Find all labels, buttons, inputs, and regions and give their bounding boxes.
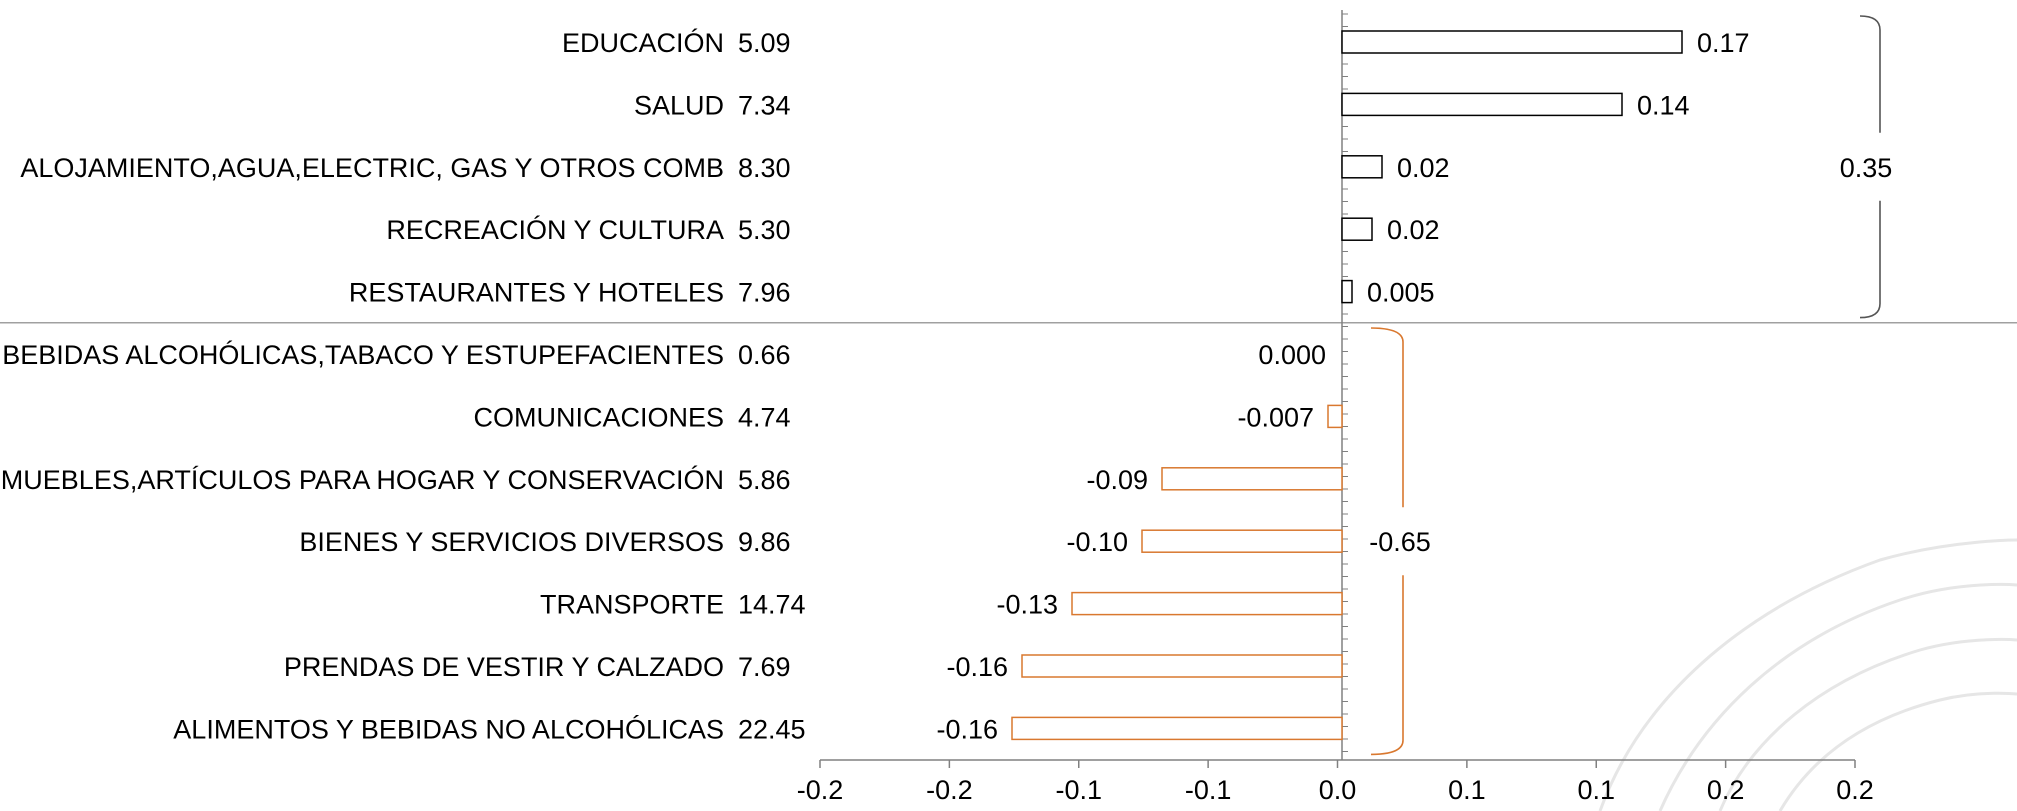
data-label: 0.14 [1637, 90, 1690, 120]
x-tick-label: 0.1 [1448, 775, 1486, 805]
category-weight: 22.45 [738, 714, 806, 744]
category-weight: 7.69 [738, 652, 791, 682]
data-label: -0.007 [1237, 402, 1314, 432]
category-weight: 9.86 [738, 527, 791, 557]
bar [1161, 467, 1343, 491]
data-label: 0.000 [1258, 340, 1326, 370]
data-label: -0.10 [1066, 527, 1128, 557]
bar [1071, 591, 1343, 616]
category-label: PRENDAS DE VESTIR Y CALZADO [284, 652, 724, 682]
watermark-stroke [1778, 691, 2017, 811]
category-label: RECREACIÓN Y CULTURA [386, 214, 724, 245]
category-weight: 0.66 [738, 340, 791, 370]
category-label: COMUNICACIONES [473, 402, 724, 432]
watermark-stroke [1718, 637, 2017, 811]
chart-labels: -0.2 -0.2 -0.1 -0.1 0.0 0.1 0.1 0.2 0.2 EDUCACIÓN… [1, 27, 1874, 805]
data-label: -0.16 [946, 652, 1008, 682]
category-label: SALUD [634, 90, 724, 120]
category-weight: 8.30 [738, 153, 791, 183]
data-label: -0.09 [1086, 465, 1148, 495]
chart-bars [1011, 30, 1683, 741]
group-total-label: -0.65 [1369, 527, 1431, 557]
category-label: ALIMENTOS Y BEBIDAS NO ALCOHÓLICAS [173, 713, 724, 744]
group-total-label: 0.35 [1840, 153, 1893, 183]
category-label: MUEBLES,ARTÍCULOS PARA HOGAR Y CONSERVAC… [1, 464, 724, 495]
x-tick-label: 0.2 [1836, 775, 1874, 805]
data-label: 0.02 [1387, 215, 1440, 245]
x-tick-label: 0.1 [1577, 775, 1615, 805]
bar [1011, 716, 1343, 741]
bar [1341, 92, 1623, 117]
x-tick-label: -0.2 [926, 775, 973, 805]
group-braces: 0.35 -0.65 [1369, 15, 1893, 756]
eagle-watermark-icon [1598, 538, 2017, 811]
category-weight: 4.74 [738, 402, 791, 432]
category-weight: 5.09 [738, 28, 791, 58]
category-weight: 7.34 [738, 90, 791, 120]
data-label: 0.17 [1697, 28, 1750, 58]
category-label: RESTAURANTES Y HOTELES [349, 278, 724, 308]
bar [1327, 404, 1343, 429]
watermark-stroke [1658, 582, 2017, 811]
group-brace [1859, 15, 1881, 319]
category-label: TRANSPORTE [540, 590, 724, 620]
data-label: 0.005 [1367, 278, 1435, 308]
category-label: BIENES Y SERVICIOS DIVERSOS [299, 527, 724, 557]
category-weight: 14.74 [738, 590, 806, 620]
category-weight: 5.86 [738, 465, 791, 495]
x-tick-label: -0.2 [797, 775, 844, 805]
category-label: ALOJAMIENTO,AGUA,ELECTRIC, GAS Y OTROS C… [20, 153, 724, 183]
bar [1021, 654, 1343, 678]
chart-axes [0, 10, 2017, 768]
x-tick-label: -0.1 [1185, 775, 1232, 805]
bar [1341, 217, 1373, 241]
bar [1341, 279, 1353, 304]
x-tick-label: 0.2 [1707, 775, 1745, 805]
category-label: EDUCACIÓN [562, 27, 724, 58]
bar [1341, 155, 1383, 179]
data-label: -0.16 [936, 714, 998, 744]
data-label: 0.02 [1397, 153, 1450, 183]
watermark-stroke [1598, 538, 2017, 811]
category-weight: 7.96 [738, 278, 791, 308]
x-tick-label: 0.0 [1319, 775, 1357, 805]
data-label: -0.13 [996, 590, 1058, 620]
bar [1141, 529, 1343, 553]
x-tick-label: -0.1 [1055, 775, 1102, 805]
bar [1341, 30, 1683, 54]
category-label: BEBIDAS ALCOHÓLICAS,TABACO Y ESTUPEFACIE… [2, 339, 724, 370]
category-weight: 5.30 [738, 215, 791, 245]
group-brace [1370, 327, 1404, 756]
